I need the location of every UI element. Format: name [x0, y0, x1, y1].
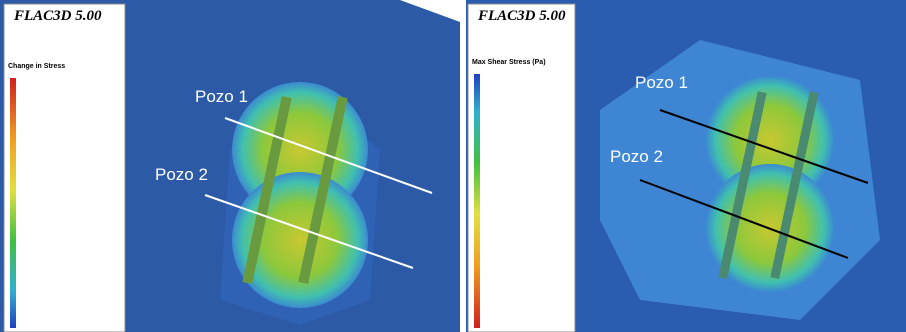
well-label: Pozo 1	[195, 87, 248, 106]
panel-left: FLAC3D 5.00 Change in Stress Pozo 1 Pozo…	[0, 0, 460, 332]
legend-box	[468, 4, 575, 332]
well-label: Pozo 2	[610, 147, 663, 166]
panel-right: FLAC3D 5.00 Max Shear Stress (Pa) Pozo 1…	[466, 0, 906, 332]
color-bar	[10, 78, 16, 328]
software-title: FLAC3D 5.00	[477, 8, 566, 24]
color-bar	[474, 74, 480, 328]
figure: FLAC3D 5.00 Change in Stress Pozo 1 Pozo…	[0, 0, 906, 332]
legend-title: Max Shear Stress (Pa)	[472, 59, 546, 66]
well-label: Pozo 1	[635, 73, 688, 92]
software-title: FLAC3D 5.00	[13, 8, 102, 24]
legend-title: Change in Stress	[8, 63, 65, 70]
well-label: Pozo 2	[155, 165, 208, 184]
legend-box	[4, 4, 125, 332]
